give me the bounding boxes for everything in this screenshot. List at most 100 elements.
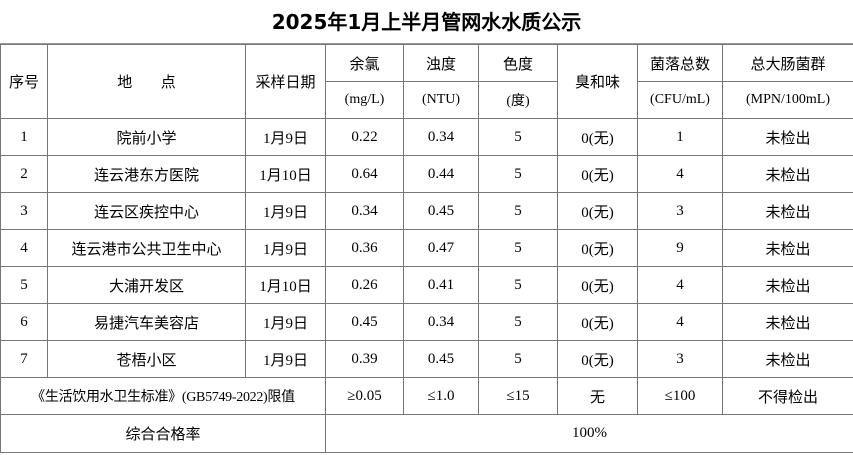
data-cell: 连云港东方医院 [47, 155, 246, 193]
data-cell: 0(无) [557, 340, 638, 378]
data-cell: 1月9日 [245, 303, 326, 341]
data-cell: 院前小学 [47, 118, 246, 156]
data-cell: 未检出 [722, 340, 853, 378]
data-cell: 0(无) [557, 118, 638, 156]
data-cell: 4 [637, 155, 723, 193]
data-cell: 连云区疾控中心 [47, 192, 246, 230]
data-cell: 4 [0, 229, 48, 267]
data-cell: 1月9日 [245, 118, 326, 156]
data-cell: 0(无) [557, 229, 638, 267]
data-cell: 1月9日 [245, 340, 326, 378]
data-cell: 0.34 [325, 192, 404, 230]
header-unit-row: (mg/L) (NTU) (度) (CFU/mL) (MPN/100mL) [1, 81, 853, 119]
column-header: 余氯 [325, 44, 404, 82]
data-cell: 0.26 [325, 266, 404, 304]
data-cell: 1月10日 [245, 155, 326, 193]
data-cell: 1月10日 [245, 266, 326, 304]
data-cell: 大浦开发区 [47, 266, 246, 304]
data-cell: 0.41 [403, 266, 479, 304]
column-header: 臭和味 [557, 44, 638, 119]
page-title: 2025年1月上半月管网水水质公示 [0, 0, 853, 44]
data-cell: 5 [478, 303, 558, 341]
data-cell: 苍梧小区 [47, 340, 246, 378]
data-cell: 0.44 [403, 155, 479, 193]
data-cell: 0.34 [403, 118, 479, 156]
data-cell: 0(无) [557, 303, 638, 341]
data-row: 5 大浦开发区 1月10日 0.26 0.41 5 0(无) 4 未检出 [0, 266, 853, 304]
standard-row: 《生活饮用水卫生标准》(GB5749-2022)限值 ≥0.05 ≤1.0 ≤15 无 ≤… [0, 377, 853, 415]
data-cell: 4 [637, 303, 723, 341]
data-cell: 0.45 [325, 303, 404, 341]
data-cell: 5 [478, 229, 558, 267]
table-body: 序号地 点采样日期 余氯 浊度 色度 臭和味 菌落总数 总大肠菌群 (mg/L) (NTU) (度… [0, 44, 853, 453]
data-cell: 4 [637, 266, 723, 304]
column-header: 菌落总数 [637, 44, 723, 82]
data-cell: 0(无) [557, 192, 638, 230]
column-header: 总大肠菌群 [722, 44, 853, 82]
data-cell: 0.47 [403, 229, 479, 267]
data-row: 6 易捷汽车美容店 1月9日 0.45 0.34 5 0(无) 4 未检出 [0, 303, 853, 341]
data-cell: 5 [0, 266, 48, 304]
data-cell: 3 [637, 340, 723, 378]
data-cell: 0.22 [325, 118, 404, 156]
standard-limit: ≤1.0 [403, 377, 479, 415]
data-cell: 未检出 [722, 155, 853, 193]
column-unit: (NTU) [403, 81, 479, 119]
standard-limit: 无 [557, 377, 638, 415]
data-cell: 未检出 [722, 192, 853, 230]
data-row: 7 苍梧小区 1月9日 0.39 0.45 5 0(无) 3 未检出 [0, 340, 853, 378]
data-cell: 0.36 [325, 229, 404, 267]
standard-limit: ≤100 [637, 377, 723, 415]
data-cell: 6 [0, 303, 48, 341]
data-cell: 2 [0, 155, 48, 193]
data-cell: 5 [478, 340, 558, 378]
data-cell: 0.39 [325, 340, 404, 378]
data-cell: 0(无) [557, 155, 638, 193]
data-cell: 1 [0, 118, 48, 156]
summary-label: 综合合格率 [0, 414, 326, 453]
data-cell: 未检出 [722, 229, 853, 267]
data-cell: 9 [637, 229, 723, 267]
data-cell: 0.45 [403, 340, 479, 378]
data-cell: 0.45 [403, 192, 479, 230]
column-header: 序号 [0, 44, 48, 119]
column-unit: (MPN/100mL) [722, 81, 853, 119]
data-cell: 易捷汽车美容店 [47, 303, 246, 341]
data-cell: 3 [0, 192, 48, 230]
standard-limit: ≤15 [478, 377, 558, 415]
standard-limit: 不得检出 [722, 377, 853, 415]
header-row: 序号地 点采样日期 余氯 浊度 色度 臭和味 菌落总数 总大肠菌群 [0, 44, 853, 119]
data-cell: 1月9日 [245, 229, 326, 267]
data-cell: 1月9日 [245, 192, 326, 230]
standard-limit: ≥0.05 [325, 377, 404, 415]
standard-label: 《生活饮用水卫生标准》(GB5749-2022)限值 [0, 377, 326, 415]
data-cell: 未检出 [722, 303, 853, 341]
column-unit: (度) [478, 81, 558, 119]
column-header: 色度 [478, 44, 558, 82]
data-cell: 3 [637, 192, 723, 230]
column-header: 地 点 [47, 44, 246, 119]
data-row: 2 连云港东方医院 1月10日 0.64 0.44 5 0(无) 4 未检出 [0, 155, 853, 193]
data-cell: 5 [478, 155, 558, 193]
data-cell: 5 [478, 118, 558, 156]
data-cell: 5 [478, 192, 558, 230]
data-cell: 0(无) [557, 266, 638, 304]
column-header: 浊度 [403, 44, 479, 82]
data-cell: 0.64 [325, 155, 404, 193]
water-quality-table: 序号地 点采样日期 余氯 浊度 色度 臭和味 菌落总数 总大肠菌群 (mg/L) (NTU) (度… [0, 44, 853, 453]
data-row: 3 连云区疾控中心 1月9日 0.34 0.45 5 0(无) 3 未检出 [0, 192, 853, 230]
data-cell: 未检出 [722, 118, 853, 156]
data-cell: 5 [478, 266, 558, 304]
summary-row: 综合合格率 100% [0, 414, 853, 453]
data-cell: 未检出 [722, 266, 853, 304]
data-row: 1 院前小学 1月9日 0.22 0.34 5 0(无) 1 未检出 [0, 118, 853, 156]
data-cell: 1 [637, 118, 723, 156]
column-header: 采样日期 [245, 44, 326, 119]
column-unit: (mg/L) [325, 81, 404, 119]
column-unit: (CFU/mL) [637, 81, 723, 119]
data-cell: 7 [0, 340, 48, 378]
summary-value: 100% [325, 414, 853, 453]
data-cell: 0.34 [403, 303, 479, 341]
data-cell: 连云港市公共卫生中心 [47, 229, 246, 267]
